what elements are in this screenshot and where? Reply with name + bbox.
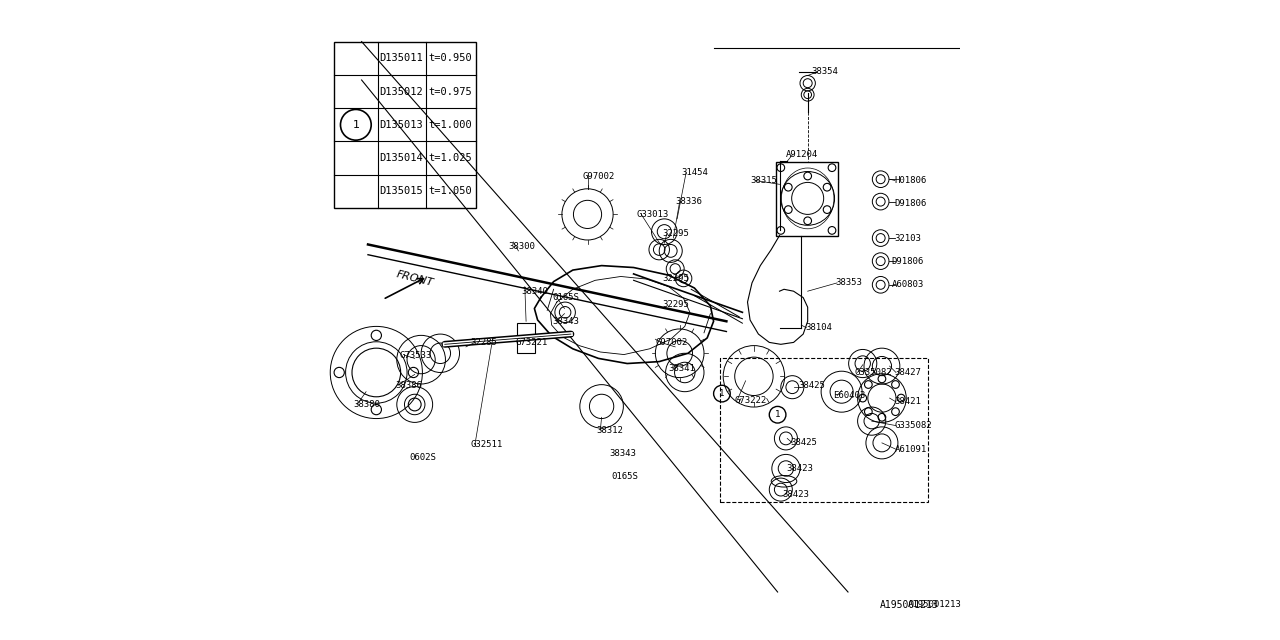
Bar [517,323,535,353]
Text: 38421: 38421 [895,397,922,406]
Text: 1: 1 [719,389,724,398]
Text: 38341: 38341 [668,364,695,372]
Text: A61091: A61091 [895,445,927,454]
Text: t=1.000: t=1.000 [429,120,472,130]
Text: 0165S: 0165S [612,472,637,481]
Text: E60403: E60403 [833,391,865,400]
Text: 38386: 38386 [396,381,422,390]
Text: 38425: 38425 [791,438,817,447]
Text: 38300: 38300 [508,242,535,251]
Text: G73221: G73221 [516,338,548,347]
Text: D91806: D91806 [891,257,924,266]
Text: 32295: 32295 [663,229,689,238]
Text: 38353: 38353 [836,278,861,287]
Text: 38380: 38380 [353,400,380,409]
Text: 0165S: 0165S [553,293,579,302]
Text: D91806: D91806 [895,199,927,208]
Text: H01806: H01806 [895,176,927,185]
Text: t=1.025: t=1.025 [429,153,472,163]
Text: G335082: G335082 [895,421,932,430]
Bar [719,358,928,502]
Text: FRONT: FRONT [396,269,434,289]
Text: 32103: 32103 [895,234,922,243]
Text: 38427: 38427 [895,368,922,377]
Text: 38425: 38425 [799,381,826,390]
Text: 38354: 38354 [812,67,838,76]
Text: 38343: 38343 [609,449,636,458]
Text: 38315: 38315 [750,176,777,185]
Bar [776,162,838,236]
Text: 38340: 38340 [522,287,548,296]
Text: 38423: 38423 [782,490,809,499]
Text: G73533: G73533 [399,351,433,360]
Text: 38423: 38423 [786,464,813,473]
Text: 38343: 38343 [553,317,579,326]
Text: G32511: G32511 [471,440,503,449]
Text: G33013: G33013 [637,210,669,219]
Text: A91204: A91204 [786,150,818,159]
Text: 0602S: 0602S [410,453,436,462]
Text: t=1.050: t=1.050 [429,186,472,196]
Text: 38336: 38336 [676,197,701,206]
Text: 32295: 32295 [663,300,689,308]
Text: 31454: 31454 [681,168,708,177]
Text: G335082: G335082 [855,368,892,377]
Text: A60803: A60803 [891,280,924,289]
Text: A195001213: A195001213 [879,600,938,610]
Text: G97002: G97002 [657,338,689,347]
Text: D135012: D135012 [380,86,424,97]
Text: 38312: 38312 [596,426,623,435]
Text: D135015: D135015 [380,186,424,196]
Text: 1: 1 [352,120,360,130]
Text: G97002: G97002 [582,172,614,180]
Text: 32285: 32285 [471,338,497,347]
Text: D135011: D135011 [380,53,424,63]
Text: t=0.975: t=0.975 [429,86,472,97]
Text: D135013: D135013 [380,120,424,130]
Text: 38104: 38104 [805,323,832,332]
Text: G73222: G73222 [735,396,767,404]
Text: A195001213: A195001213 [908,600,961,609]
Text: 1: 1 [774,410,781,419]
Text: 32295: 32295 [663,274,689,283]
Text: D135014: D135014 [380,153,424,163]
Text: t=0.950: t=0.950 [429,53,472,63]
Bar [334,42,476,208]
